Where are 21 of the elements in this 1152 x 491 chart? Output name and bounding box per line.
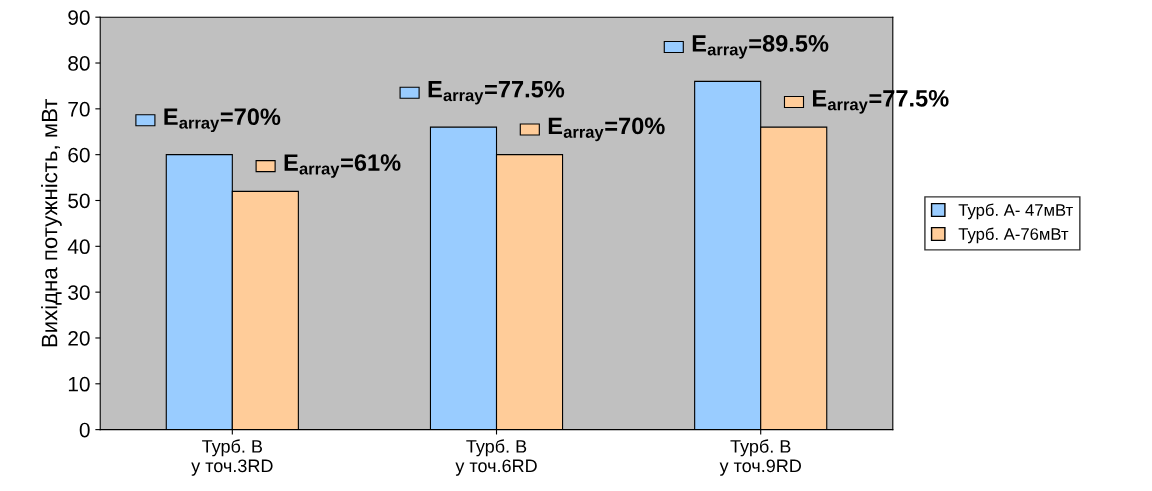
y-tick-label: 50	[68, 193, 90, 209]
y-axis-title: Вихідна потужність, мВт	[41, 99, 62, 347]
y-tick-label: 40	[67, 239, 90, 255]
annotation: E$_{array}$=61%	[284, 154, 401, 178]
y-tick-label: 70	[68, 101, 90, 117]
legend-label: Турб. А- 47мВт	[958, 203, 1073, 220]
annotation: E$_{array}$=70%	[548, 117, 665, 142]
y-tick-label: 90	[68, 10, 90, 25]
x-tick-label: Турб. В у точ.9RD	[719, 439, 801, 476]
y-tick-label: 0	[79, 422, 90, 438]
annotation: E$_{array}$=70%	[164, 108, 281, 133]
x-tick-label: Турб. В у точ.3RD	[191, 439, 273, 476]
y-tick-label: 60	[68, 147, 90, 163]
annotation: E$_{array}$=77.5%	[428, 80, 565, 105]
y-tick-label: 10	[68, 376, 90, 392]
y-tick-label: 20	[68, 330, 90, 346]
annotation: E$_{array}$=89.5%	[692, 35, 829, 59]
y-tick-label: 30	[68, 285, 90, 300]
x-tick-label: Турб. В у точ.6RD	[455, 439, 537, 476]
y-tick-label: 80	[68, 56, 90, 71]
legend-label: Турб. А-76мВт	[958, 227, 1069, 244]
